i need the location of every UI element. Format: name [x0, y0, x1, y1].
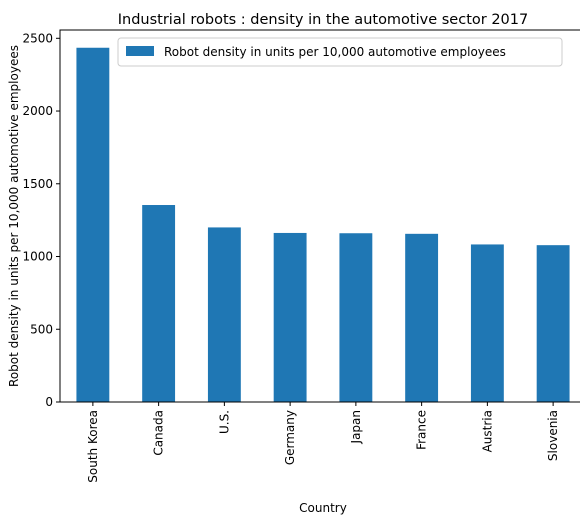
legend-label: Robot density in units per 10,000 automo…	[164, 45, 506, 59]
y-tick-label: 1000	[22, 250, 53, 264]
x-tick-label: Slovenia	[546, 410, 560, 461]
y-axis: 0 500 1000 1500 2000 2500	[22, 31, 60, 409]
bar-austria	[470, 244, 504, 402]
bar-france	[405, 233, 439, 402]
y-tick-label: 2000	[22, 104, 53, 118]
bar-slovenia	[536, 245, 570, 402]
plot-frame	[59, 29, 580, 403]
y-axis-label: Robot density in units per 10,000 automo…	[7, 45, 21, 387]
x-tick-label: Austria	[480, 410, 494, 452]
bar-u-s	[207, 227, 241, 402]
bar-germany	[273, 232, 307, 402]
x-tick-label: Japan	[349, 410, 363, 444]
legend-swatch	[126, 46, 154, 56]
x-axis-label: Country	[299, 501, 347, 515]
bars-group	[76, 47, 570, 402]
y-tick-label: 1500	[22, 177, 53, 191]
y-tick-label: 2500	[22, 31, 53, 45]
legend: Robot density in units per 10,000 automo…	[117, 37, 563, 67]
legend-box	[117, 37, 563, 67]
x-tick-label: U.S.	[217, 410, 231, 434]
chart-title: Industrial robots : density in the autom…	[118, 12, 528, 28]
y-tick-label: 500	[30, 322, 53, 336]
bar-canada	[142, 205, 176, 402]
y-tick-label: 0	[45, 395, 53, 409]
bar-south-korea	[76, 47, 110, 402]
x-axis: South Korea Canada U.S. Germany Japan France A…	[86, 402, 560, 483]
x-tick-label: Canada	[152, 410, 166, 456]
bar-japan	[339, 233, 373, 402]
x-tick-label: Germany	[283, 410, 297, 465]
x-tick-label: France	[415, 410, 429, 450]
x-tick-label: South Korea	[86, 410, 100, 483]
